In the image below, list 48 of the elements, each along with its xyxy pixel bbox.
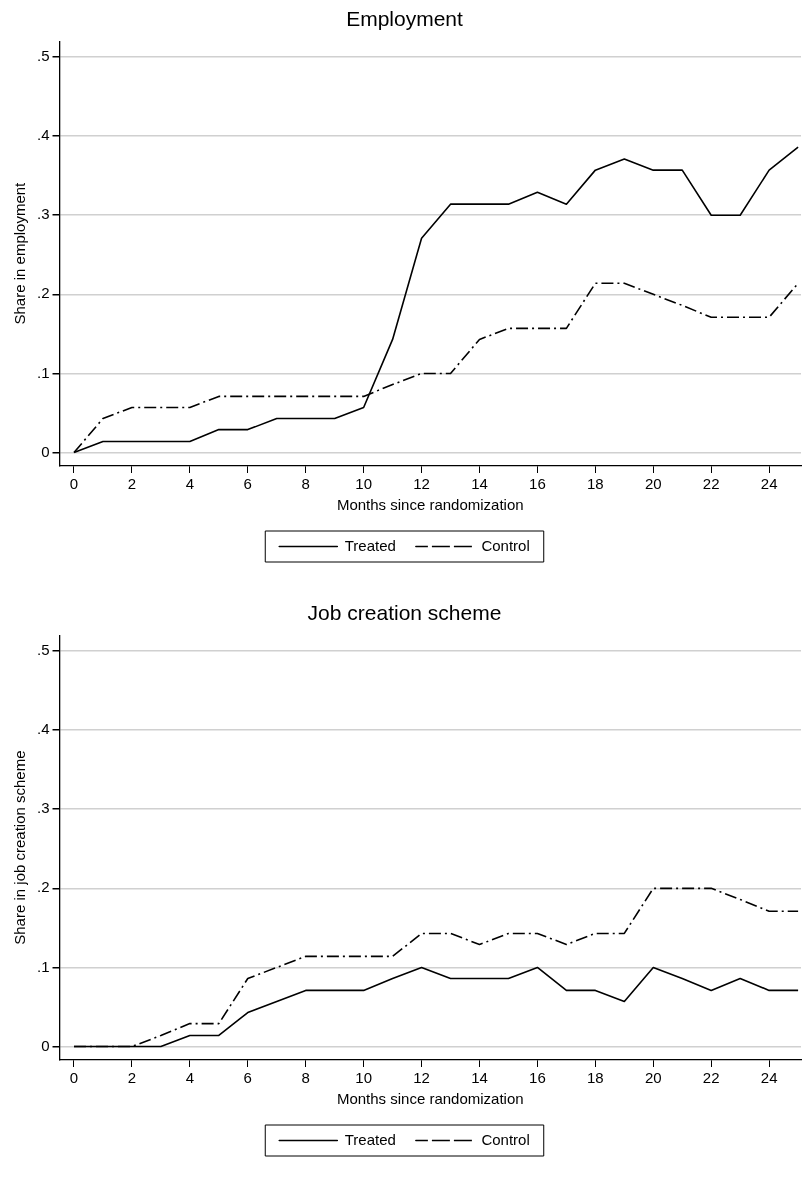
- x-tick-label: 10: [355, 1069, 372, 1087]
- x-tick-label: 6: [243, 475, 252, 493]
- x-axis-title: Months since randomization: [336, 1090, 524, 1108]
- y-tick-label: .2: [36, 284, 50, 302]
- y-tick-label: .1: [36, 957, 50, 975]
- x-axis-title: Months since randomization: [336, 496, 524, 514]
- x-tick-label: 8: [301, 475, 310, 493]
- x-tick-label: 2: [127, 1069, 137, 1087]
- legend-label: Control: [481, 1130, 530, 1148]
- y-tick-label: .2: [36, 878, 50, 896]
- x-tick-label: 2: [127, 475, 137, 493]
- x-tick-label: 18: [587, 475, 604, 493]
- x-tick-label: 8: [301, 1069, 310, 1087]
- chart-title: Job creation scheme: [307, 601, 502, 625]
- x-tick-label: 4: [185, 1069, 195, 1087]
- x-tick-label: 0: [69, 1069, 79, 1087]
- x-tick-label: 14: [471, 1069, 488, 1087]
- y-tick-label: .3: [36, 205, 50, 223]
- y-tick-label: 0: [41, 1036, 50, 1054]
- x-tick-label: 24: [760, 1069, 778, 1087]
- y-tick-label: .3: [36, 799, 50, 817]
- chart-title: Employment: [346, 7, 464, 31]
- x-tick-label: 16: [529, 475, 546, 493]
- y-tick-label: .4: [36, 720, 50, 738]
- y-tick-label: .5: [36, 641, 50, 659]
- x-tick-label: 20: [644, 1069, 662, 1087]
- y-axis-title: Share in employment: [11, 181, 29, 325]
- y-tick-label: 0: [41, 442, 50, 460]
- y-tick-label: .5: [36, 47, 50, 65]
- x-tick-label: 12: [413, 1069, 430, 1087]
- x-tick-label: 22: [702, 1069, 720, 1087]
- legend-label: Treated: [344, 1130, 396, 1148]
- x-tick-label: 22: [702, 475, 720, 493]
- x-tick-label: 18: [587, 1069, 604, 1087]
- legend-label: Control: [481, 536, 530, 554]
- x-tick-label: 10: [355, 475, 372, 493]
- y-axis-title: Share in job creation scheme: [11, 750, 29, 945]
- legend-label: Treated: [344, 536, 396, 554]
- y-tick-label: .1: [36, 363, 50, 381]
- x-tick-label: 6: [243, 1069, 252, 1087]
- y-tick-label: .4: [36, 126, 50, 144]
- x-tick-label: 20: [644, 475, 662, 493]
- x-tick-label: 0: [69, 475, 79, 493]
- x-tick-label: 14: [471, 475, 488, 493]
- x-tick-label: 12: [413, 475, 430, 493]
- x-tick-label: 16: [529, 1069, 546, 1087]
- x-tick-label: 24: [760, 475, 778, 493]
- x-tick-label: 4: [185, 475, 195, 493]
